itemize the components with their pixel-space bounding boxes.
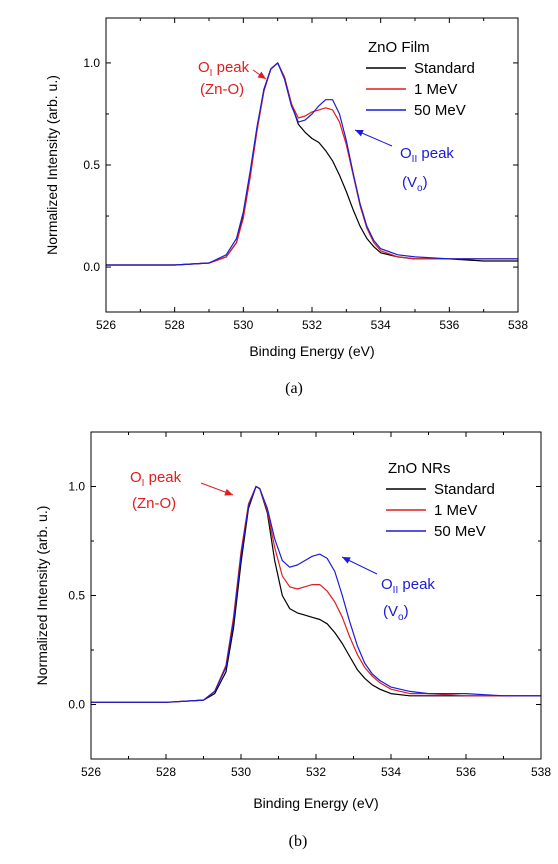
y-axis-label: Normalized Intensity (arb. u.) <box>34 506 50 686</box>
annotation-zno-bond: (Zn-O) <box>132 495 176 512</box>
oi-arrow-head <box>224 488 233 496</box>
legend-title: ZnO Film <box>368 39 430 56</box>
annotation-oi-peak: OI peak <box>130 469 182 489</box>
annotation-vo: (Vo) <box>383 603 409 623</box>
chart-panel-2: 526 528 530 532 534 536 538 0.0 0.5 1.0 Binding En… <box>34 431 551 850</box>
chart-panel-1: 526 528 530 532 534 536 538 0.0 0.5 1.0 Binding En… <box>44 17 528 397</box>
x-tick-label: 530 <box>231 765 251 779</box>
y-tick-label: 0.5 <box>68 589 85 603</box>
y-tick-label: 0.0 <box>68 698 85 712</box>
legend-label: 50 MeV <box>434 523 486 540</box>
y-tick-label: 1.0 <box>83 56 100 70</box>
annotation-oi-peak: OI peak <box>198 59 250 79</box>
annotation-vo: (Vo) <box>402 174 428 194</box>
series-line-50-mev <box>91 485 541 703</box>
x-tick-label: 526 <box>81 765 101 779</box>
x-tick-label: 528 <box>165 318 185 332</box>
x-tick-label: 526 <box>96 318 116 332</box>
oii-arrow-head <box>342 557 351 564</box>
annotation-oii-peak: OII peak <box>400 145 454 165</box>
x-tick-label: 536 <box>439 318 459 332</box>
y-axis-label: Normalized Intensity (arb. u.) <box>44 75 60 255</box>
x-tick-label: 538 <box>508 318 528 332</box>
legend-label: Standard <box>434 481 495 498</box>
y-tick-label: 0.5 <box>83 158 100 172</box>
legend-label: 1 MeV <box>414 81 457 98</box>
panel-label: (b) <box>289 833 308 850</box>
legend-label: Standard <box>414 60 475 77</box>
panel-label: (a) <box>285 380 303 397</box>
legend-label: 50 MeV <box>414 102 466 119</box>
annotation-zno-bond: (Zn-O) <box>200 81 244 98</box>
x-tick-label: 536 <box>456 765 476 779</box>
legend-label: 1 MeV <box>434 502 477 519</box>
x-tick-label: 530 <box>233 318 253 332</box>
x-tick-label: 538 <box>531 765 551 779</box>
series-line-1-mev <box>106 62 518 266</box>
x-tick-label: 534 <box>381 765 401 779</box>
x-tick-label: 534 <box>371 318 391 332</box>
x-axis-label: Binding Energy (eV) <box>253 795 378 811</box>
oii-arrow-head <box>355 129 364 137</box>
x-axis-label: Binding Energy (eV) <box>249 343 374 359</box>
legend-title: ZnO NRs <box>388 460 451 477</box>
x-tick-label: 532 <box>302 318 322 332</box>
y-tick-label: 0.0 <box>83 260 100 274</box>
annotation-oii-peak: OII peak <box>381 576 435 596</box>
y-tick-label: 1.0 <box>68 480 85 494</box>
oi-arrow-head <box>257 71 266 79</box>
x-tick-label: 528 <box>156 765 176 779</box>
series-line-standard <box>91 485 541 703</box>
x-tick-label: 532 <box>306 765 326 779</box>
series-line-50-mev <box>106 62 518 266</box>
